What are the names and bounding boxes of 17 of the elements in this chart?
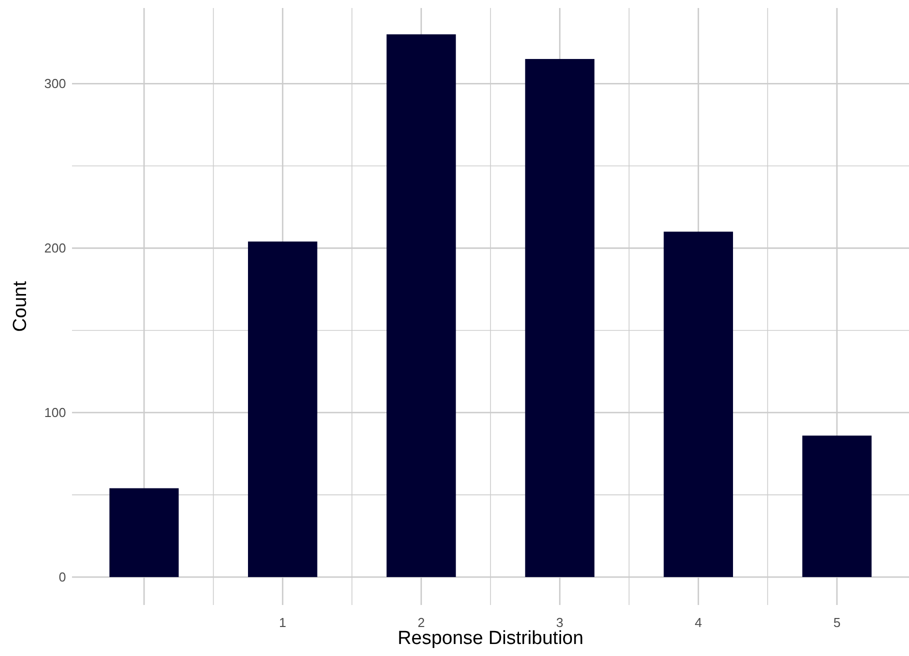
x-axis-title: Response Distribution xyxy=(398,628,584,649)
x-tick-label: 4 xyxy=(694,615,702,630)
bar xyxy=(664,232,734,578)
x-tick-label: 5 xyxy=(833,615,841,630)
bar xyxy=(109,488,179,578)
bar xyxy=(248,242,318,578)
y-tick-label: 300 xyxy=(44,76,66,92)
y-axis-title: Count xyxy=(10,280,31,332)
y-tick-label: 0 xyxy=(58,570,66,585)
bar xyxy=(386,34,456,578)
bar xyxy=(802,436,872,578)
y-tick-label: 200 xyxy=(44,240,66,256)
x-tick-label: 1 xyxy=(279,615,286,630)
y-tick-label: 100 xyxy=(44,405,66,420)
bar xyxy=(525,58,594,578)
x-tick-label: 3 xyxy=(556,615,564,630)
x-tick-label: 2 xyxy=(418,615,425,630)
